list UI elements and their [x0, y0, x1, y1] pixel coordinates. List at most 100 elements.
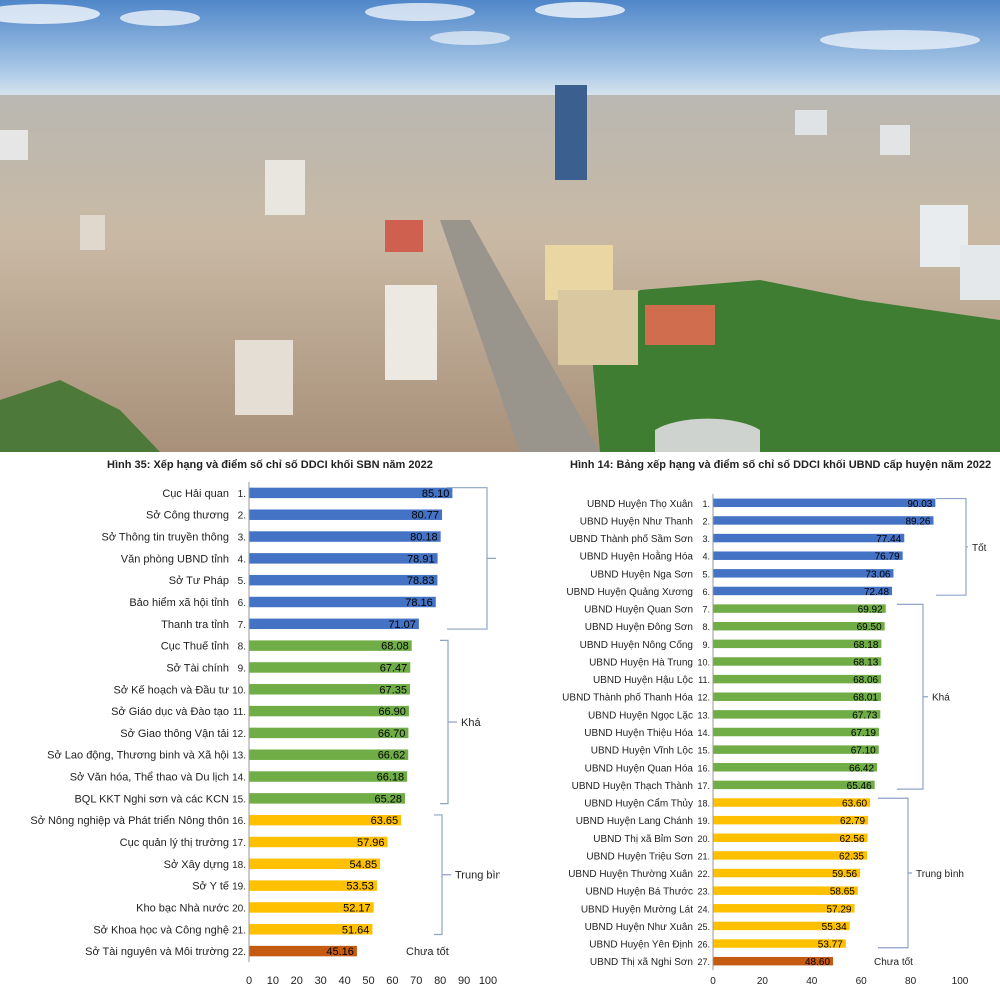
rank-label: 26.	[697, 940, 710, 950]
rank-label: 3.	[702, 534, 710, 544]
building	[795, 110, 827, 135]
value-label: 67.35	[379, 684, 407, 696]
value-label: 67.10	[851, 746, 876, 757]
building	[385, 285, 437, 380]
category-label: Sở Lao động, Thương binh và Xã hội	[47, 750, 229, 762]
category-label: Sở Văn hóa, Thể thao và Du lịch	[70, 772, 229, 784]
bar	[713, 956, 834, 966]
category-label: UBND Huyện Cẩm Thủy	[584, 798, 693, 810]
bar	[713, 851, 868, 860]
building	[80, 215, 105, 250]
bar	[713, 498, 936, 508]
x-tick-label: 80	[434, 975, 446, 987]
value-label: 68.13	[853, 657, 878, 668]
value-label: 65.28	[374, 793, 402, 805]
bar	[249, 902, 374, 913]
group-bracket	[440, 639, 457, 805]
value-label: 59.56	[832, 869, 857, 880]
rank-label: 23.	[697, 887, 710, 897]
category-label: UBND Huyện Lang Chánh	[576, 816, 693, 827]
rank-label: 20.	[697, 834, 710, 844]
x-tick-label: 100	[952, 976, 969, 987]
rank-label: 8.	[702, 622, 710, 632]
group-label: Khá	[461, 717, 481, 729]
category-label: UBND Huyện Nga Sơn	[590, 569, 693, 580]
rank-label: 9.	[702, 640, 710, 650]
category-label: UBND Huyện Thiệu Hóa	[584, 728, 693, 739]
bar	[713, 674, 882, 684]
category-label: UBND Thành phố Thanh Hóa	[562, 692, 693, 704]
building	[265, 160, 305, 215]
group-bracket	[897, 603, 928, 790]
bar	[713, 833, 868, 843]
group-label: Chưa tốt	[406, 946, 449, 958]
category-label: UBND Huyện Quan Sơn	[584, 605, 693, 616]
category-label: Cục Thuế tỉnh	[161, 641, 229, 653]
rank-label: 1.	[702, 499, 710, 509]
cloud	[820, 30, 980, 50]
x-tick-label: 30	[315, 975, 327, 987]
bar	[249, 836, 388, 848]
trees-left	[0, 380, 160, 452]
bar	[249, 814, 402, 826]
category-label: Kho bạc Nhà nước	[136, 902, 229, 914]
value-label: 54.85	[350, 859, 378, 871]
category-label: Sở Kế hoạch và Đầu tư	[114, 684, 230, 696]
category-label: UBND Huyện Triệu Sơn	[586, 851, 693, 862]
value-label: 67.47	[380, 662, 408, 674]
rank-label: 16.	[697, 763, 710, 773]
x-tick-label: 40	[338, 975, 350, 987]
x-tick-label: 40	[806, 976, 818, 987]
group-bracket	[936, 497, 968, 596]
bar	[713, 692, 881, 701]
building	[235, 340, 293, 415]
category-label: Cục quản lý thị trường	[120, 837, 229, 849]
rank-label: 14.	[232, 773, 246, 784]
category-label: BQL KKT Nghi sơn và các KCN	[74, 793, 229, 805]
rank-label: 22.	[697, 869, 710, 879]
group-label: Tốt	[972, 542, 987, 554]
group-label: Trung bình	[455, 870, 500, 882]
rank-label: 10.	[697, 657, 710, 667]
building	[558, 290, 638, 365]
rank-label: 13.	[232, 751, 246, 762]
value-label: 72.48	[864, 587, 889, 598]
group-bracket	[878, 797, 912, 949]
rank-label: 17.	[697, 781, 710, 791]
city-aerial-photo	[0, 0, 1000, 452]
bar	[249, 924, 373, 935]
value-label: 66.62	[378, 750, 406, 762]
bar	[249, 596, 436, 608]
value-label: 67.19	[851, 728, 876, 739]
x-tick-label: 20	[757, 976, 769, 987]
rank-label: 21.	[232, 925, 246, 936]
rank-label: 25.	[697, 922, 710, 932]
category-label: Bảo hiểm xã hội tỉnh	[129, 597, 229, 609]
rank-label: 15.	[697, 746, 710, 756]
group-label: Trung bình	[916, 869, 964, 880]
category-label: Sở Xây dựng	[164, 859, 229, 871]
bar	[713, 798, 871, 807]
value-label: 68.01	[853, 693, 878, 704]
value-label: 53.53	[346, 881, 374, 893]
value-label: 68.18	[853, 640, 878, 651]
value-label: 68.08	[381, 641, 409, 653]
bar	[713, 921, 850, 931]
value-label: 78.16	[405, 597, 433, 609]
bar	[249, 684, 410, 695]
category-label: UBND Huyện Đông Sơn	[585, 622, 693, 633]
category-label: Sở Tài nguyên và Môi trường	[85, 946, 229, 958]
rank-label: 16.	[232, 816, 246, 827]
bar	[249, 880, 377, 891]
bar	[713, 886, 858, 895]
value-label: 68.06	[853, 675, 878, 686]
building	[645, 305, 715, 345]
bar	[713, 745, 879, 754]
category-label: UBND Huyện Quảng Xương	[566, 587, 693, 598]
tower	[555, 85, 587, 180]
x-tick-label: 0	[246, 975, 252, 987]
chart-title-district: Hình 14: Bảng xếp hạng và điểm số chỉ số…	[570, 459, 992, 471]
rank-label: 5.	[702, 569, 710, 579]
rank-label: 2.	[238, 511, 246, 522]
rank-label: 24.	[697, 904, 710, 914]
